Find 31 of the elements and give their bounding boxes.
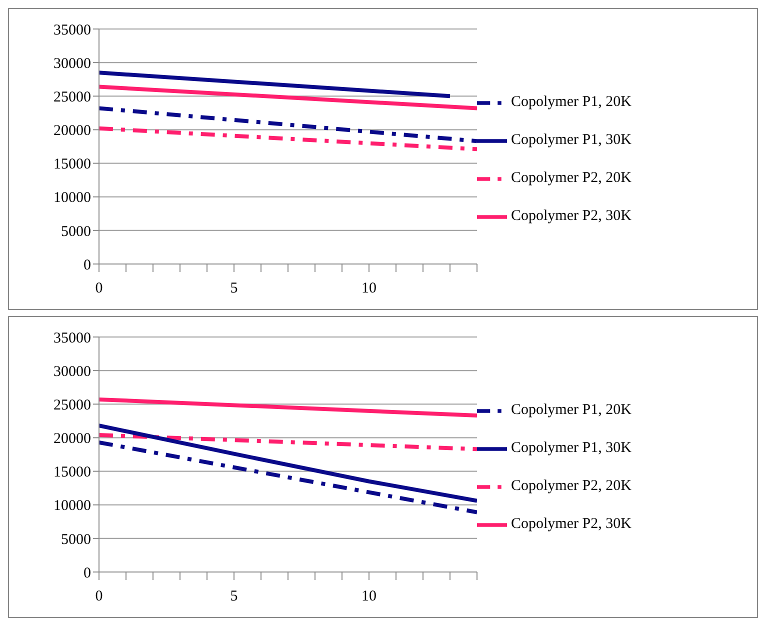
y-tick-label: 5000 bbox=[61, 224, 91, 240]
y-tick-label: 25000 bbox=[54, 397, 91, 414]
y-tick-label: 30000 bbox=[54, 56, 91, 72]
y-tick-label: 10000 bbox=[54, 498, 91, 514]
legend-label: Copolymer P2, 30K bbox=[511, 208, 632, 224]
legend-label: Copolymer P2, 20K bbox=[511, 170, 632, 186]
y-tick-label: 20000 bbox=[54, 431, 91, 448]
y-tick-label: 0 bbox=[84, 257, 91, 274]
x-tick-label: 0 bbox=[95, 280, 103, 297]
x-tick-label: 5 bbox=[230, 280, 238, 297]
y-tick-label: 20000 bbox=[54, 123, 91, 140]
x-tick-label: 0 bbox=[95, 588, 103, 605]
y-tick-label: 15000 bbox=[54, 156, 91, 173]
line-series bbox=[99, 424, 477, 503]
y-tick-label: 15000 bbox=[54, 464, 91, 481]
y-tick-label: 5000 bbox=[61, 532, 91, 548]
y-tick-label: 35000 bbox=[54, 22, 91, 38]
x-tick-label: 5 bbox=[230, 588, 238, 605]
y-tick-label: 10000 bbox=[54, 190, 91, 206]
y-tick-label: 25000 bbox=[54, 89, 91, 106]
x-tick-label: 10 bbox=[362, 588, 376, 605]
legend-label: Copolymer P2, 30K bbox=[511, 516, 632, 532]
x-tick-label: 10 bbox=[362, 280, 376, 297]
y-tick-label: 35000 bbox=[54, 330, 91, 346]
y-tick-label: 0 bbox=[84, 565, 91, 582]
legend-label: Copolymer P1, 20K bbox=[511, 402, 632, 418]
y-tick-label: 30000 bbox=[54, 364, 91, 380]
legend-label: Copolymer P2, 20K bbox=[511, 478, 632, 494]
legend-label: Copolymer P1, 30K bbox=[511, 440, 632, 456]
legend-label: Copolymer P1, 30K bbox=[511, 132, 632, 148]
legend-label: Copolymer P1, 20K bbox=[511, 94, 632, 110]
